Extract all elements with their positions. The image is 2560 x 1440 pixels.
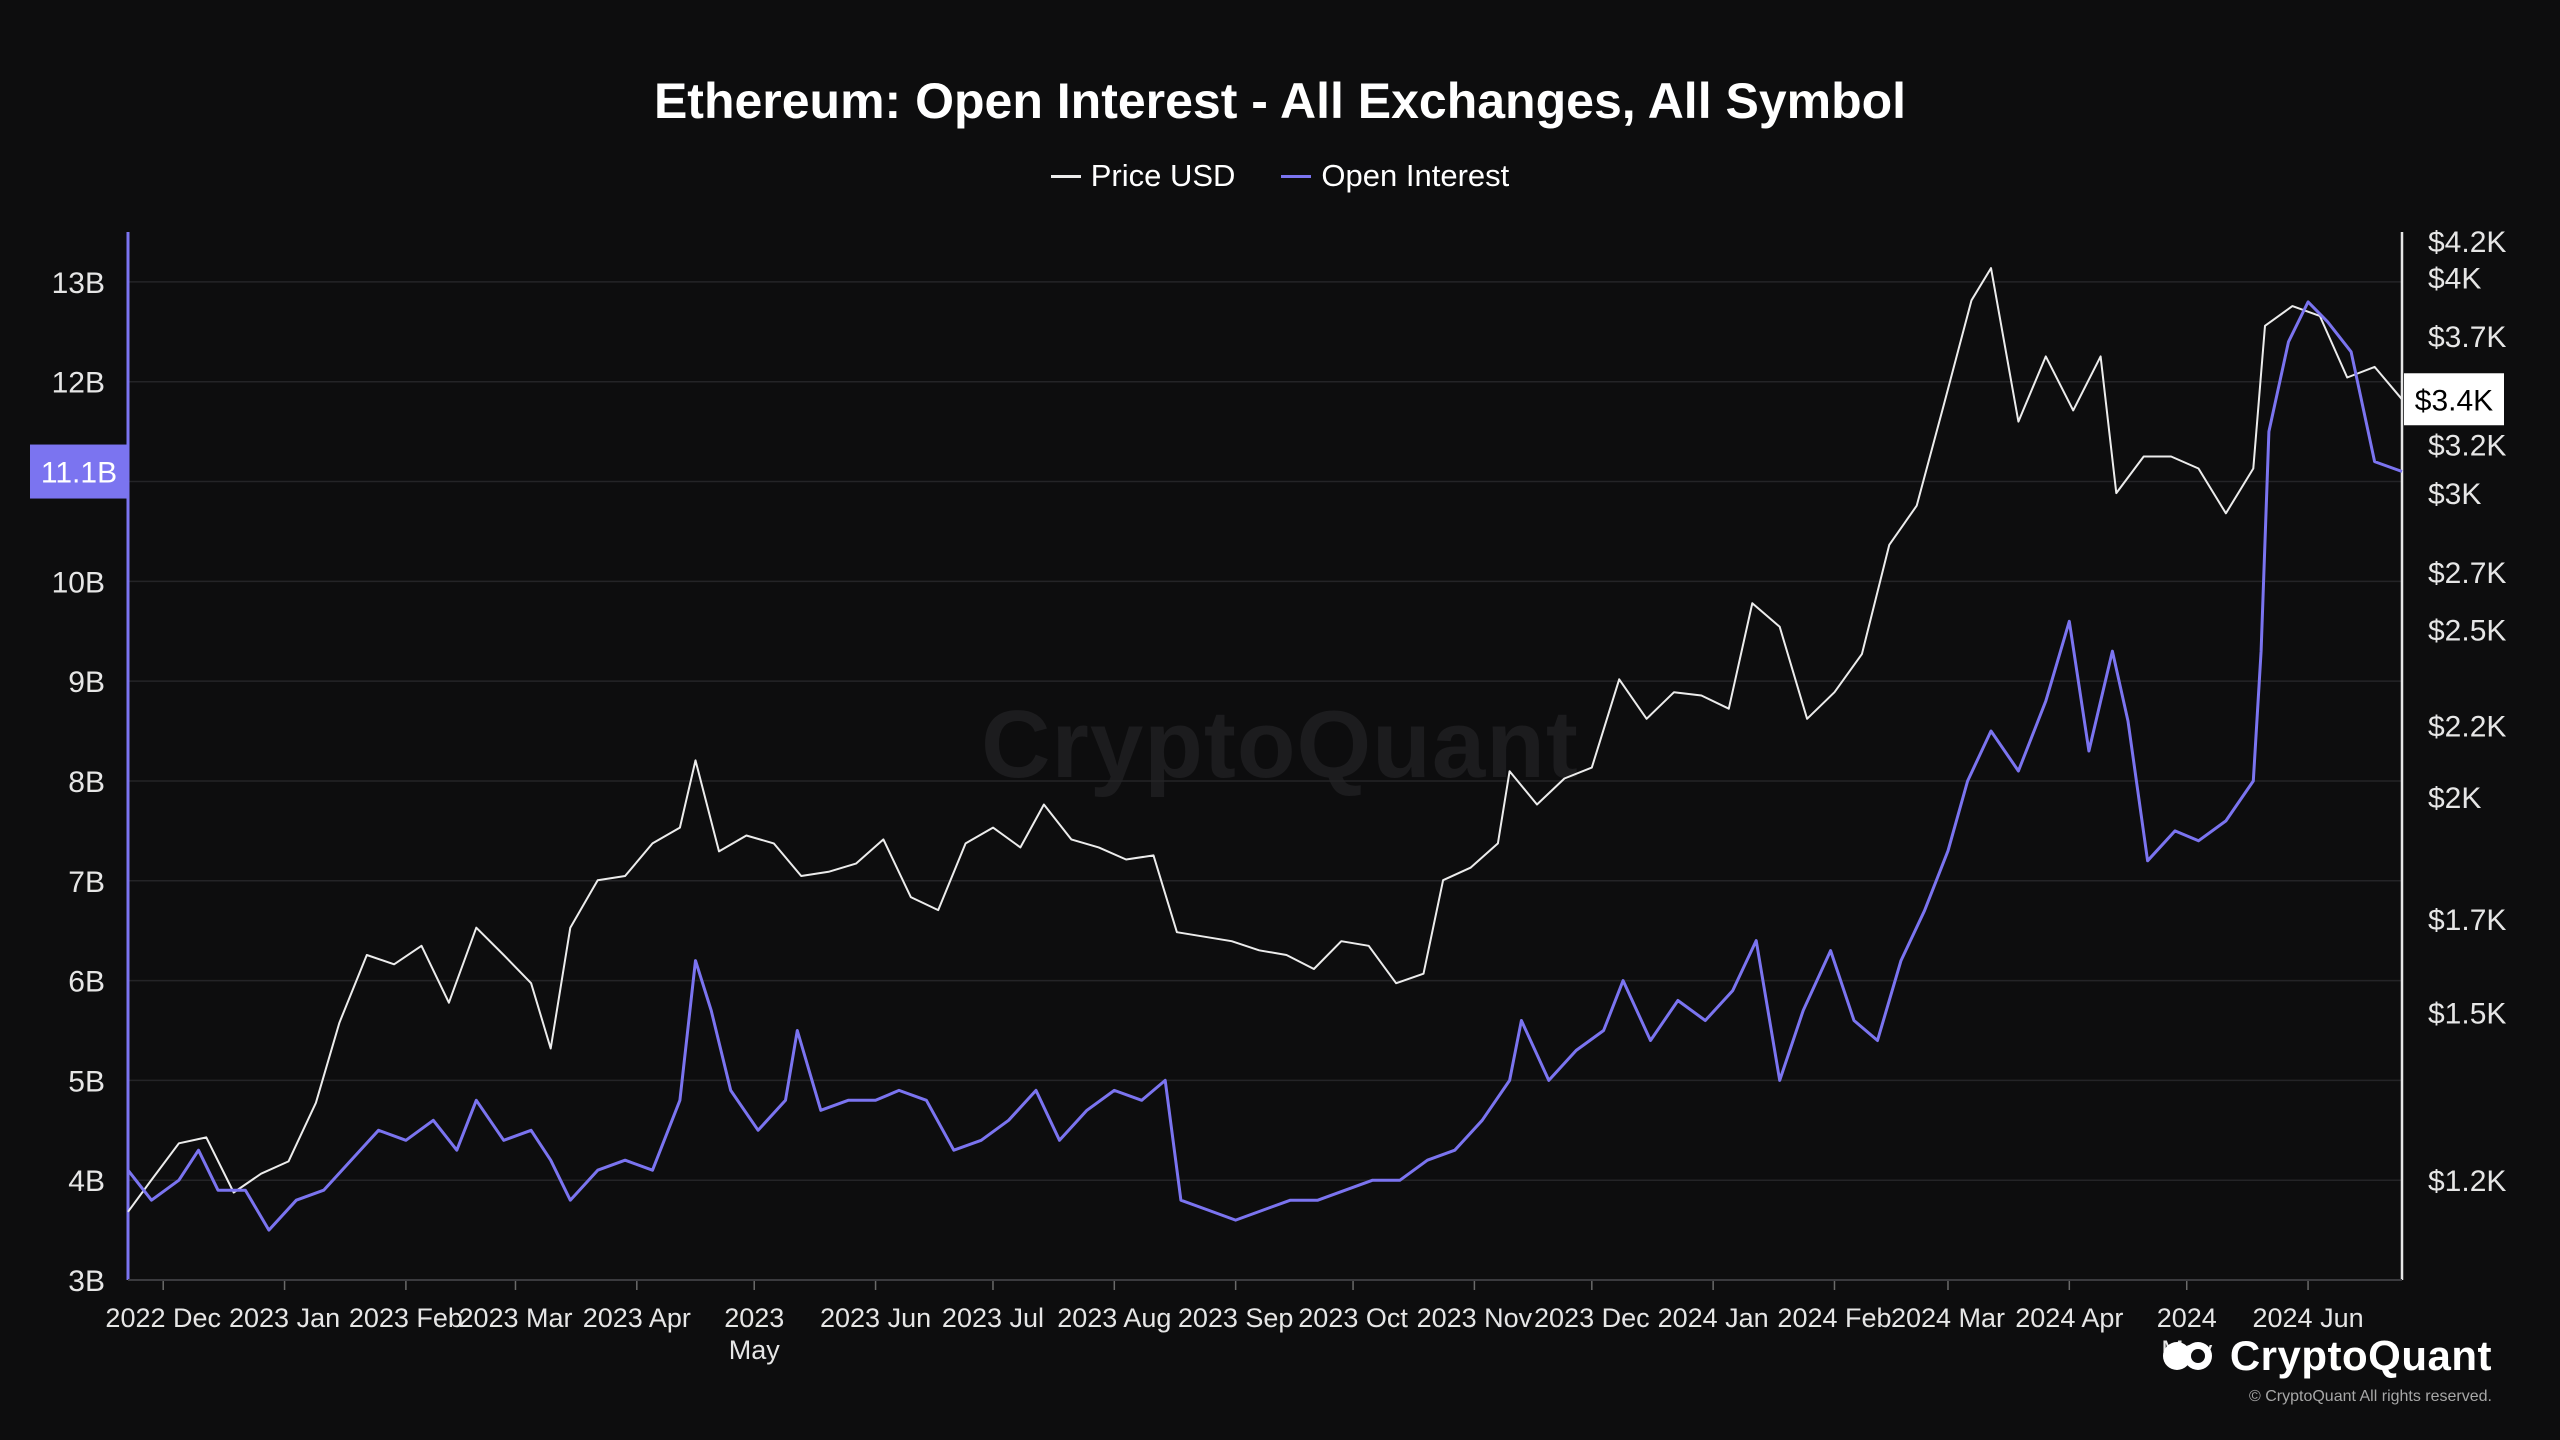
cryptoquant-logo-icon	[2162, 1342, 2212, 1370]
y-right-tick-label: $4K	[2428, 262, 2481, 295]
legend-swatch-price	[1050, 174, 1081, 178]
y-right-tick-label: $1.2K	[2428, 1165, 2506, 1198]
y-left-tick-label: 9B	[68, 666, 105, 699]
y-right-tick-label: $4.2K	[2428, 226, 2506, 259]
x-tick-label: 2024 Mar	[1891, 1303, 2005, 1333]
current-open-interest-marker	[30, 444, 128, 499]
legend-label-price: Price USD	[1090, 158, 1236, 193]
series-line-open-interest[interactable]	[126, 300, 2403, 1232]
x-tick-label: 2023 Jul	[942, 1303, 1044, 1333]
y-left-tick-label: 3B	[68, 1265, 105, 1298]
x-tick-label: 2023 Mar	[458, 1303, 572, 1333]
watermark: CryptoQuant	[981, 691, 1579, 798]
legend-swatch-open-interest	[1281, 174, 1312, 178]
legend: Price USD Open Interest	[0, 158, 2560, 194]
y-left-tick-label: 7B	[68, 866, 105, 899]
x-tick-label: 2024 Jan	[1658, 1303, 1769, 1333]
y-right-tick-label: $2.7K	[2428, 557, 2506, 590]
x-tick-label: 2023 Jan	[229, 1303, 340, 1333]
x-tick-label: 2023 Dec	[1534, 1303, 1650, 1333]
x-tick-label: 2023 Feb	[349, 1303, 463, 1333]
series-line-price-usd[interactable]	[127, 267, 2403, 1213]
copyright-text: © CryptoQuant All rights reserved.	[2249, 1388, 2492, 1405]
current-open-interest-label: 11.1B	[41, 457, 117, 490]
y-left-tick-label: 5B	[68, 1065, 105, 1098]
y-right-tick-label: $2.2K	[2428, 711, 2506, 744]
legend-item-price[interactable]: Price USD	[1050, 158, 1236, 194]
x-tick-label: 2023 Aug	[1057, 1303, 1171, 1333]
y-right-tick-label: $1.5K	[2428, 998, 2506, 1031]
y-right-tick-label: $1.7K	[2428, 904, 2506, 937]
x-tick-label: 2023 Apr	[583, 1303, 691, 1333]
y-right-tick-label: $3K	[2428, 478, 2481, 511]
chart-title: Ethereum: Open Interest - All Exchanges,…	[653, 73, 1907, 129]
x-tick-label: 2023 Jun	[820, 1303, 931, 1333]
y-right-tick-label: $2K	[2428, 782, 2481, 815]
legend-label-open-interest: Open Interest	[1321, 158, 1510, 193]
y-left-tick-label: 4B	[68, 1165, 105, 1198]
y-right-tick-label: $2.5K	[2428, 615, 2506, 648]
x-tick-label: 2024 Feb	[1777, 1303, 1891, 1333]
x-tick-label: 2024 Apr	[2015, 1303, 2123, 1333]
y-left-tick-label: 8B	[68, 766, 105, 799]
current-price-marker	[2404, 373, 2504, 426]
x-tick-label: 2023 May	[724, 1303, 784, 1365]
x-tick-label: 2023 Sep	[1178, 1303, 1294, 1333]
y-left-tick-label: 10B	[52, 566, 105, 599]
y-left-tick-label: 12B	[52, 367, 105, 400]
brand-logo: CryptoQuant	[2160, 1332, 2492, 1380]
y-left-tick-label: 6B	[68, 966, 105, 999]
x-tick-label: 2023 Nov	[1417, 1303, 1533, 1333]
legend-item-open-interest[interactable]: Open Interest	[1281, 158, 1509, 194]
y-right-tick-label: $3.7K	[2428, 321, 2506, 354]
x-tick-label: 2023 Oct	[1298, 1303, 1408, 1333]
brand-name: CryptoQuant	[2229, 1332, 2492, 1379]
x-tick-label: 2024 Jun	[2253, 1303, 2364, 1333]
y-right-tick-label: $3.2K	[2428, 430, 2506, 463]
y-left-tick-label: 13B	[52, 267, 105, 300]
current-price-label: $3.4K	[2415, 384, 2493, 417]
x-tick-label: 2022 Dec	[105, 1303, 221, 1333]
